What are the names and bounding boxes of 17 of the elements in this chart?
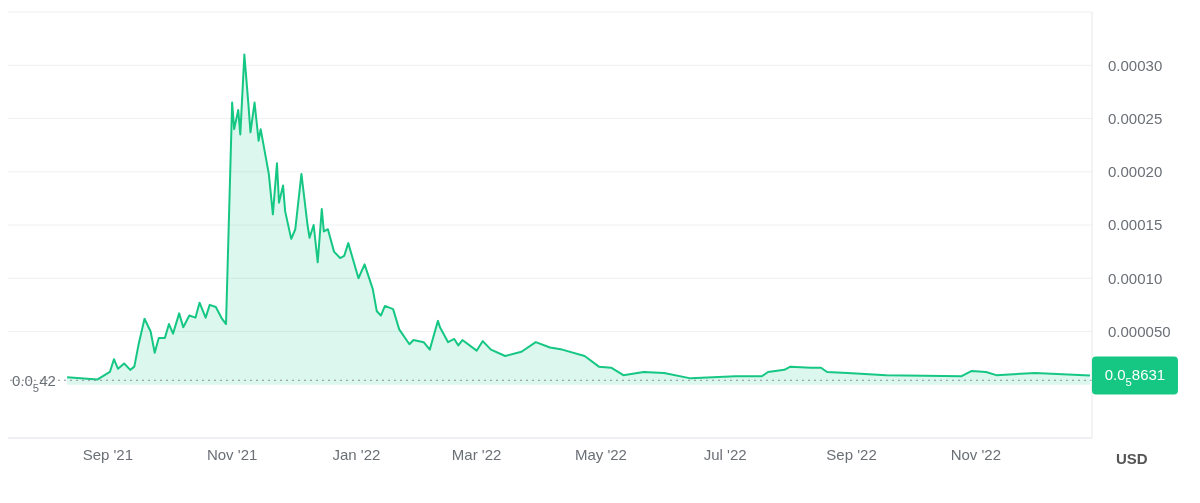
x-tick-label: Sep '21	[82, 446, 134, 463]
y-tick-label: 0.00020	[1108, 163, 1163, 180]
x-tick-label: Nov '22	[950, 446, 1002, 463]
annotation: 0.0$_{5}$8631	[1104, 366, 1166, 389]
y-tick-label: 0.00010	[1108, 269, 1163, 287]
x-tick-label: Jul '22	[703, 446, 747, 463]
y-tick-label: 0.00025	[1108, 109, 1163, 127]
x-tick-label: Nov '21	[206, 446, 258, 463]
y-axis-title: USD	[1116, 450, 1148, 467]
y-tick-label: 0.00030	[1108, 56, 1163, 74]
x-tick-label: May '22	[574, 446, 627, 463]
y-tick-label: 0.000050	[1108, 322, 1171, 340]
ref-line-label: 0.0$_{5}$42	[12, 371, 56, 394]
x-tick-label: Jan '22	[332, 446, 381, 463]
x-tick-label: Mar '22	[451, 446, 502, 463]
y-tick-label: 0.00015	[1108, 216, 1163, 234]
x-tick-label: Sep '22	[826, 446, 877, 463]
